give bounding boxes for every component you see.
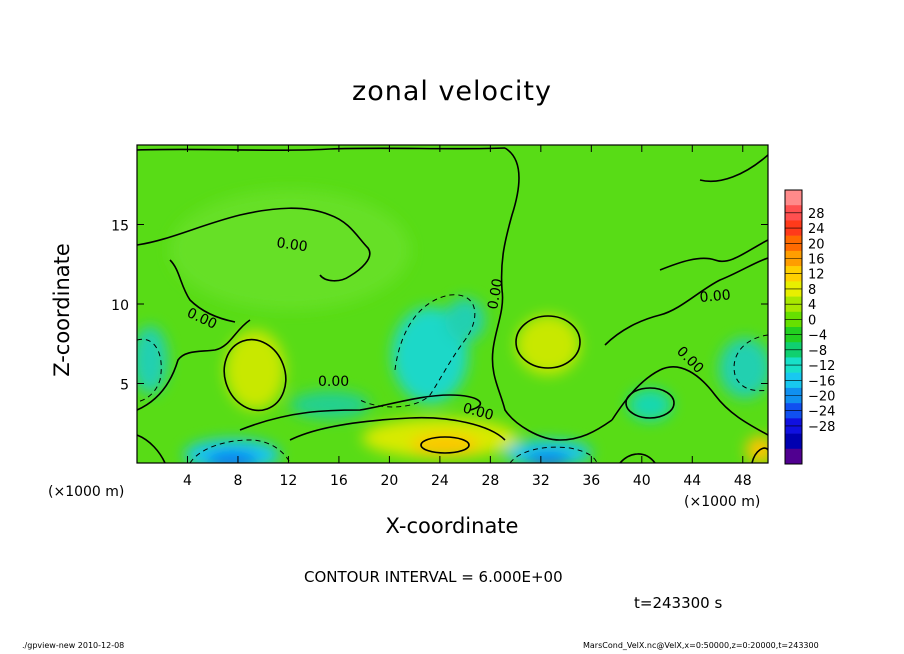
blob	[206, 452, 258, 463]
x-tick-label: 4	[183, 473, 192, 489]
contour-interval: CONTOUR INTERVAL = 6.000E+00	[304, 568, 563, 586]
x-unit-label-right: (×1000 m)	[684, 494, 761, 510]
negative-contour-lines	[137, 294, 768, 463]
y-tick-label: 10	[111, 298, 129, 314]
contour-line	[491, 147, 613, 441]
velocity-field: 0.00 0.00 0.00 0.00 0.00 0.00 0.00	[137, 145, 768, 463]
colorbar-label: 0	[808, 313, 816, 328]
dashed-contour	[189, 439, 291, 463]
colorbar-label: 24	[808, 222, 825, 237]
blob	[746, 436, 768, 463]
contour-line	[137, 207, 371, 282]
contour-line	[289, 416, 506, 441]
x-axis-label: X-coordinate	[385, 514, 519, 538]
x-tick-label: 32	[532, 473, 550, 489]
blob	[137, 326, 168, 394]
blob	[445, 298, 485, 342]
colorbar-label: 8	[808, 283, 816, 298]
dashed-contour	[359, 294, 476, 408]
contour-line	[604, 257, 768, 346]
colorbar-label: −20	[808, 390, 835, 405]
y-axis-label: Z-coordinate	[50, 243, 74, 377]
x-unit-label-left: (×1000 m)	[48, 484, 125, 500]
x-tick-label: 28	[481, 473, 499, 489]
x-tick-label: 24	[431, 473, 449, 489]
colorbar-label: 28	[808, 207, 825, 222]
contour-line	[137, 434, 166, 463]
contour-loop	[420, 436, 470, 454]
colorbar-label: −28	[808, 420, 835, 435]
blob	[516, 315, 580, 375]
x-tick-label: 20	[380, 473, 398, 489]
contour-label: 0.00	[699, 287, 731, 306]
field-blobs	[137, 190, 768, 463]
contour-label: 0.00	[461, 400, 495, 424]
footer-right: MarsCond_VelX.nc@VelX,x=0:50000,z=0:2000…	[583, 641, 819, 650]
contour-line	[137, 147, 506, 151]
contour-line	[751, 447, 768, 463]
blob	[225, 330, 285, 410]
dashed-contour	[137, 338, 162, 403]
colorbar-segment	[785, 448, 802, 465]
contour-loop	[515, 315, 581, 369]
x-tick-label: 12	[280, 473, 298, 489]
colorbar-label: 20	[808, 237, 825, 252]
contour-lines	[137, 147, 768, 463]
colorbar-frame	[784, 189, 803, 465]
contour-loop	[223, 338, 287, 412]
colorbar-label: −16	[808, 374, 835, 389]
chart-title: zonal velocity	[352, 76, 552, 107]
x-tick-label: 16	[330, 473, 348, 489]
blob	[628, 389, 672, 421]
colorbar-segment	[785, 433, 802, 450]
x-tick-label: 8	[233, 473, 242, 489]
colorbar-label: −8	[808, 344, 827, 359]
colorbar-label: 4	[808, 298, 816, 313]
footer-left: ./gpview-new 2010-12-08	[22, 641, 125, 650]
blob	[170, 190, 410, 310]
contour-line	[137, 319, 251, 411]
y-axis: 5 10 15	[111, 219, 768, 394]
blob	[526, 453, 570, 463]
dashed-contour	[509, 446, 598, 463]
x-axis: 4 8 12 16 20 24 28 32 36 40 44 48	[183, 145, 752, 489]
colorbar-label: 16	[808, 253, 825, 268]
contour-line	[619, 453, 656, 463]
contour-labels: 0.00 0.00 0.00 0.00 0.00 0.00 0.00	[184, 235, 731, 424]
colorbar-label: −12	[808, 359, 835, 374]
x-tick-label: 48	[734, 473, 752, 489]
time-stamp: t=243300 s	[634, 594, 723, 612]
contour-label: 0.00	[275, 235, 308, 255]
blob	[719, 338, 768, 398]
colorbar-label: −4	[808, 329, 827, 344]
colorbar-segment	[785, 190, 802, 206]
contour-loop	[625, 387, 675, 419]
y-tick-label: 15	[111, 219, 129, 235]
contour-line	[659, 239, 768, 271]
dashed-contour	[733, 334, 768, 392]
colorbar-label: 12	[808, 268, 825, 283]
contour-line	[239, 394, 482, 431]
colorbar-label: −24	[808, 405, 835, 420]
x-tick-label: 40	[633, 473, 651, 489]
y-tick-label: 5	[120, 378, 129, 394]
blob	[504, 440, 592, 463]
x-tick-label: 44	[683, 473, 701, 489]
x-tick-label: 36	[582, 473, 600, 489]
blob	[290, 391, 370, 419]
contour-line	[699, 154, 768, 182]
contour-label: 0.00	[318, 374, 349, 390]
contour-line	[169, 259, 236, 323]
contour-label: 0.00	[485, 277, 506, 310]
